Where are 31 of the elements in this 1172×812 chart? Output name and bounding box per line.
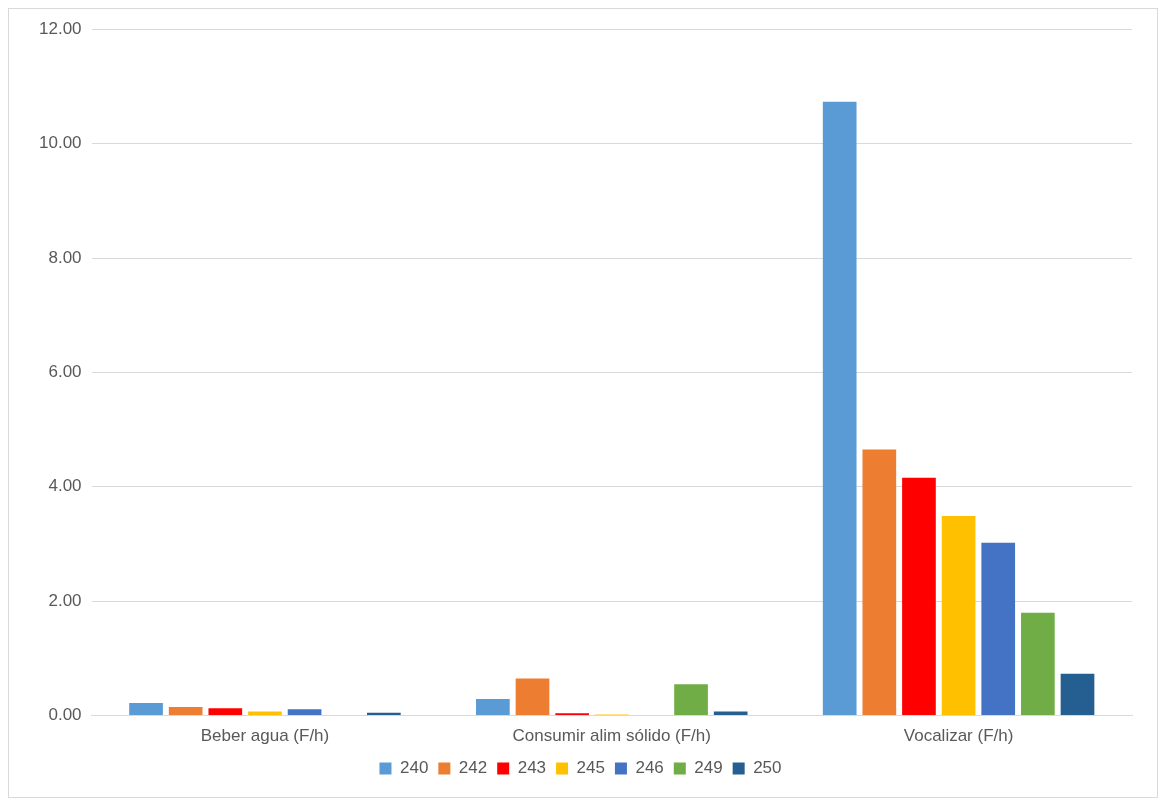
bar [902,477,936,716]
bar [515,678,550,716]
bar [168,707,203,716]
legend-label: 249 [694,758,723,778]
y-tick-label: 6.00 [48,362,82,382]
bar [208,708,243,716]
y-tick-label: 12.00 [38,18,82,38]
bar [1060,673,1095,716]
bar [822,101,857,716]
bar [287,709,322,716]
legend-label: 246 [635,758,664,778]
x-tick-label: Vocalizar (F/h) [903,726,1014,746]
legend-label: 243 [517,758,547,778]
legend-label: 250 [753,758,782,778]
bar [862,449,897,716]
bar [981,542,1016,716]
y-tick-label: 0.00 [48,705,82,725]
bar [129,703,163,716]
y-tick-label: 10.00 [38,133,82,153]
bar [1021,612,1055,716]
legend-label: 245 [576,758,605,778]
bar [941,515,976,716]
y-tick-label: 2.00 [48,590,82,610]
legend-label: 240 [399,758,429,778]
y-tick-label: 8.00 [48,247,82,267]
legend-label: 242 [458,758,488,778]
x-tick-label: Beber agua (F/h) [200,726,330,746]
x-tick-label: Consumir alim sólido (F/h) [512,726,711,746]
y-tick-label: 4.00 [48,476,82,496]
bar [674,684,708,716]
bar [476,699,510,716]
